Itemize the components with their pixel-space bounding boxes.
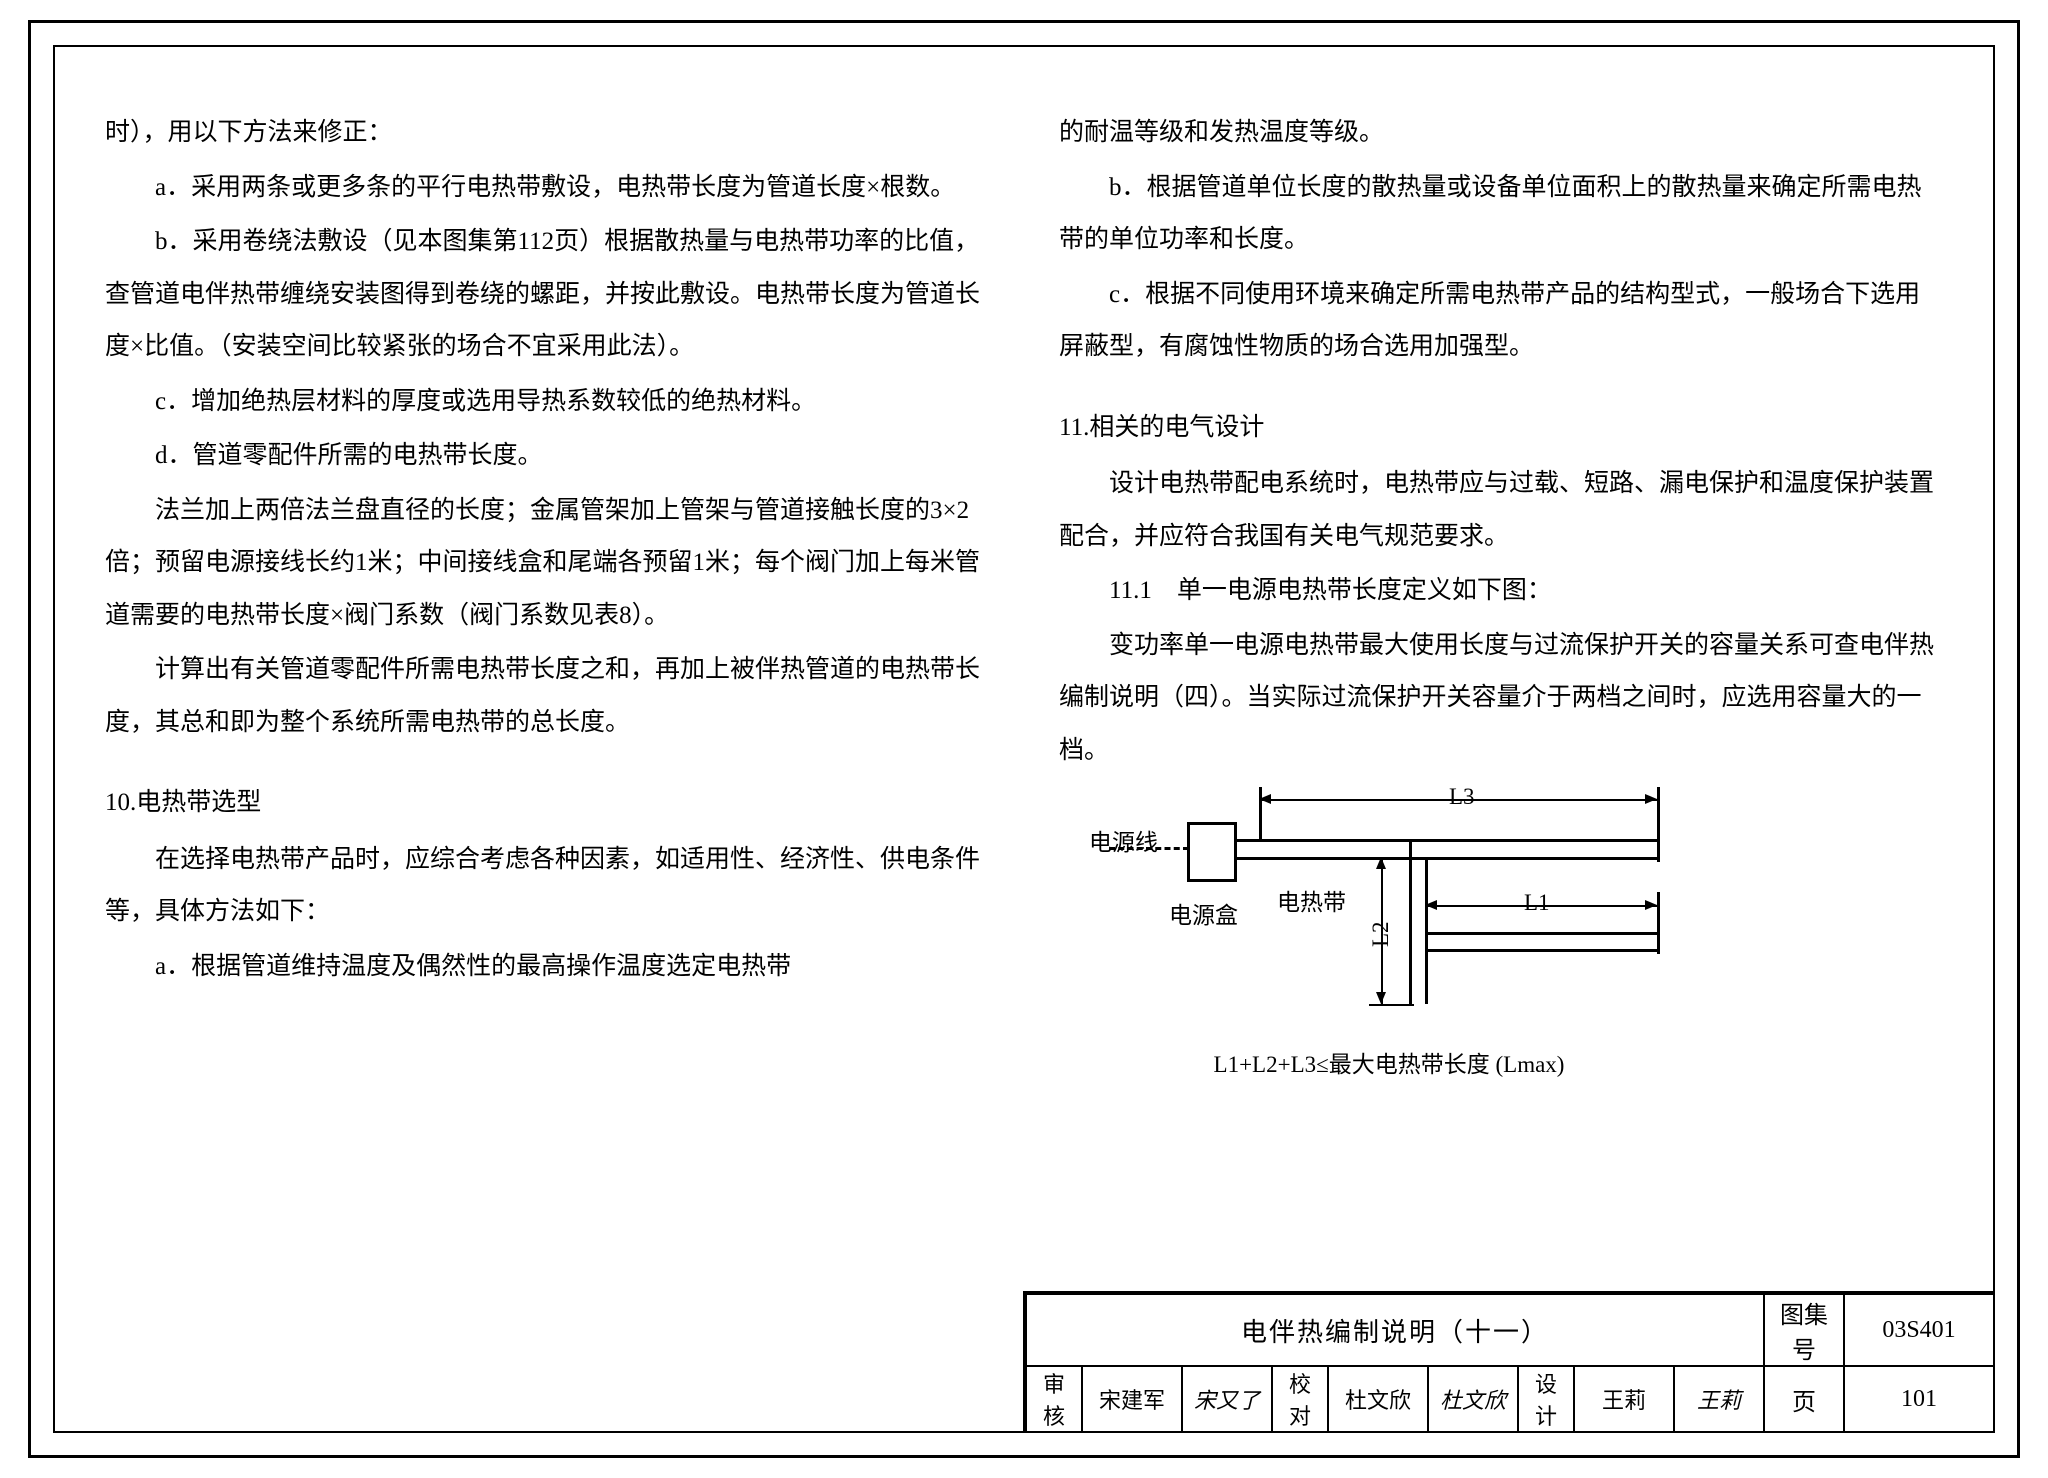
review-label: 审核 xyxy=(1026,1366,1082,1432)
right-p1: 的耐温等级和发热温度等级。 xyxy=(1059,107,1943,160)
page-label: 页 xyxy=(1764,1366,1844,1432)
page-no: 101 xyxy=(1844,1366,1994,1432)
diagram-label-l2: L2 xyxy=(1357,921,1405,947)
section-10-title: 10.电热带选型 xyxy=(105,777,989,830)
left-p2: a．采用两条或更多条的平行电热带敷设，电热带长度为管道长度×根数。 xyxy=(105,162,989,215)
atlas-label: 图集号 xyxy=(1764,1294,1844,1366)
section-11-title: 11.相关的电气设计 xyxy=(1059,402,1943,455)
title-block: 电伴热编制说明（十一） 图集号 03S401 审核 宋建军 宋又了 校对 杜文欣… xyxy=(1023,1291,1995,1433)
page-outer-frame: 时），用以下方法来修正： a．采用两条或更多条的平行电热带敷设，电热带长度为管道… xyxy=(28,20,2020,1458)
arrow-left-icon-2 xyxy=(1425,900,1437,910)
checker-name: 杜文欣 xyxy=(1328,1366,1428,1432)
circuit-length-diagram: L3 L2 xyxy=(1109,787,1669,1077)
diagram-tick-l3-end xyxy=(1657,787,1660,862)
left-p1: 时），用以下方法来修正： xyxy=(105,107,989,160)
diagram-branch-l1-a xyxy=(1425,932,1657,935)
diagram-branch-l2-a xyxy=(1409,839,1412,1004)
left-p9: a．根据管道维持温度及偶然性的最高操作温度选定电热带 xyxy=(105,941,989,994)
reviewer-name: 宋建军 xyxy=(1082,1366,1182,1432)
right-p5: 11.1 单一电源电热带长度定义如下图： xyxy=(1059,565,1943,618)
designer-signature: 王莉 xyxy=(1674,1366,1764,1432)
designer-name: 王莉 xyxy=(1574,1366,1674,1432)
diagram-label-l1: L1 xyxy=(1524,879,1550,927)
doc-title-cell: 电伴热编制说明（十一） xyxy=(1026,1294,1764,1366)
left-column: 时），用以下方法来修正： a．采用两条或更多条的平行电热带敷设，电热带长度为管道… xyxy=(105,107,989,1401)
content-area: 时），用以下方法来修正： a．采用两条或更多条的平行电热带敷设，电热带长度为管道… xyxy=(55,47,1993,1431)
left-p7: 计算出有关管道零配件所需电热带长度之和，再加上被伴热管道的电热带长度，其总和即为… xyxy=(105,644,989,749)
title-block-table: 电伴热编制说明（十一） 图集号 03S401 审核 宋建军 宋又了 校对 杜文欣… xyxy=(1025,1293,1995,1433)
diagram-tick-l1-end xyxy=(1657,892,1660,954)
checker-signature: 杜文欣 xyxy=(1428,1366,1518,1432)
diagram-label-power-box: 电源盒 xyxy=(1169,892,1238,940)
left-p5: d．管道零配件所需的电热带长度。 xyxy=(105,430,989,483)
diagram-branch-l2-b xyxy=(1425,857,1428,1004)
left-p8: 在选择电热带产品时，应综合考虑各种因素，如适用性、经济性、供电条件等，具体方法如… xyxy=(105,834,989,939)
arrow-down-icon xyxy=(1376,992,1386,1004)
reviewer-signature: 宋又了 xyxy=(1182,1366,1272,1432)
diagram-top-line-1 xyxy=(1237,839,1657,842)
arrow-up-icon xyxy=(1376,857,1386,869)
atlas-no: 03S401 xyxy=(1844,1294,1994,1366)
check-label: 校对 xyxy=(1272,1366,1328,1432)
diagram-label-l3: L3 xyxy=(1449,773,1475,821)
diagram-label-heating-cable: 电热带 xyxy=(1277,879,1346,927)
right-p3: c．根据不同使用环境来确定所需电热带产品的结构型式，一般场合下选用屏蔽型，有腐蚀… xyxy=(1059,269,1943,374)
diagram-label-power-line: 电源线 xyxy=(1089,819,1158,867)
right-p6: 变功率单一电源电热带最大使用长度与过流保护开关的容量关系可查电伴热编制说明（四）… xyxy=(1059,620,1943,778)
diagram-power-box xyxy=(1187,822,1237,882)
table-row: 审核 宋建军 宋又了 校对 杜文欣 杜文欣 设计 王莉 王莉 页 101 xyxy=(1026,1366,1994,1432)
right-column: 的耐温等级和发热温度等级。 b．根据管道单位长度的散热量或设备单位面积上的散热量… xyxy=(1059,107,1943,1401)
diagram-tick-l2-bottom xyxy=(1369,1004,1414,1006)
arrow-left-icon xyxy=(1259,794,1271,804)
left-p4: c．增加绝热层材料的厚度或选用导热系数较低的绝热材料。 xyxy=(105,376,989,429)
right-p2: b．根据管道单位长度的散热量或设备单位面积上的散热量来确定所需电热带的单位功率和… xyxy=(1059,162,1943,267)
table-row: 电伴热编制说明（十一） 图集号 03S401 xyxy=(1026,1294,1994,1366)
diagram-caption: L1+L2+L3≤最大电热带长度 (Lmax) xyxy=(1109,1041,1669,1089)
diagram-top-line-2 xyxy=(1237,857,1657,860)
left-p6: 法兰加上两倍法兰盘直径的长度；金属管架加上管架与管道接触长度的3×2倍；预留电源… xyxy=(105,485,989,643)
diagram-branch-l1-b xyxy=(1425,949,1657,952)
left-p3: b．采用卷绕法敷设（见本图集第112页）根据散热量与电热带功率的比值，查管道电伴… xyxy=(105,216,989,374)
right-p4: 设计电热带配电系统时，电热带应与过载、短路、漏电保护和温度保护装置配合，并应符合… xyxy=(1059,458,1943,563)
arrow-right-icon xyxy=(1645,794,1657,804)
design-label: 设计 xyxy=(1518,1366,1574,1432)
arrow-right-icon-2 xyxy=(1645,900,1657,910)
page-inner-frame: 时），用以下方法来修正： a．采用两条或更多条的平行电热带敷设，电热带长度为管道… xyxy=(53,45,1995,1433)
